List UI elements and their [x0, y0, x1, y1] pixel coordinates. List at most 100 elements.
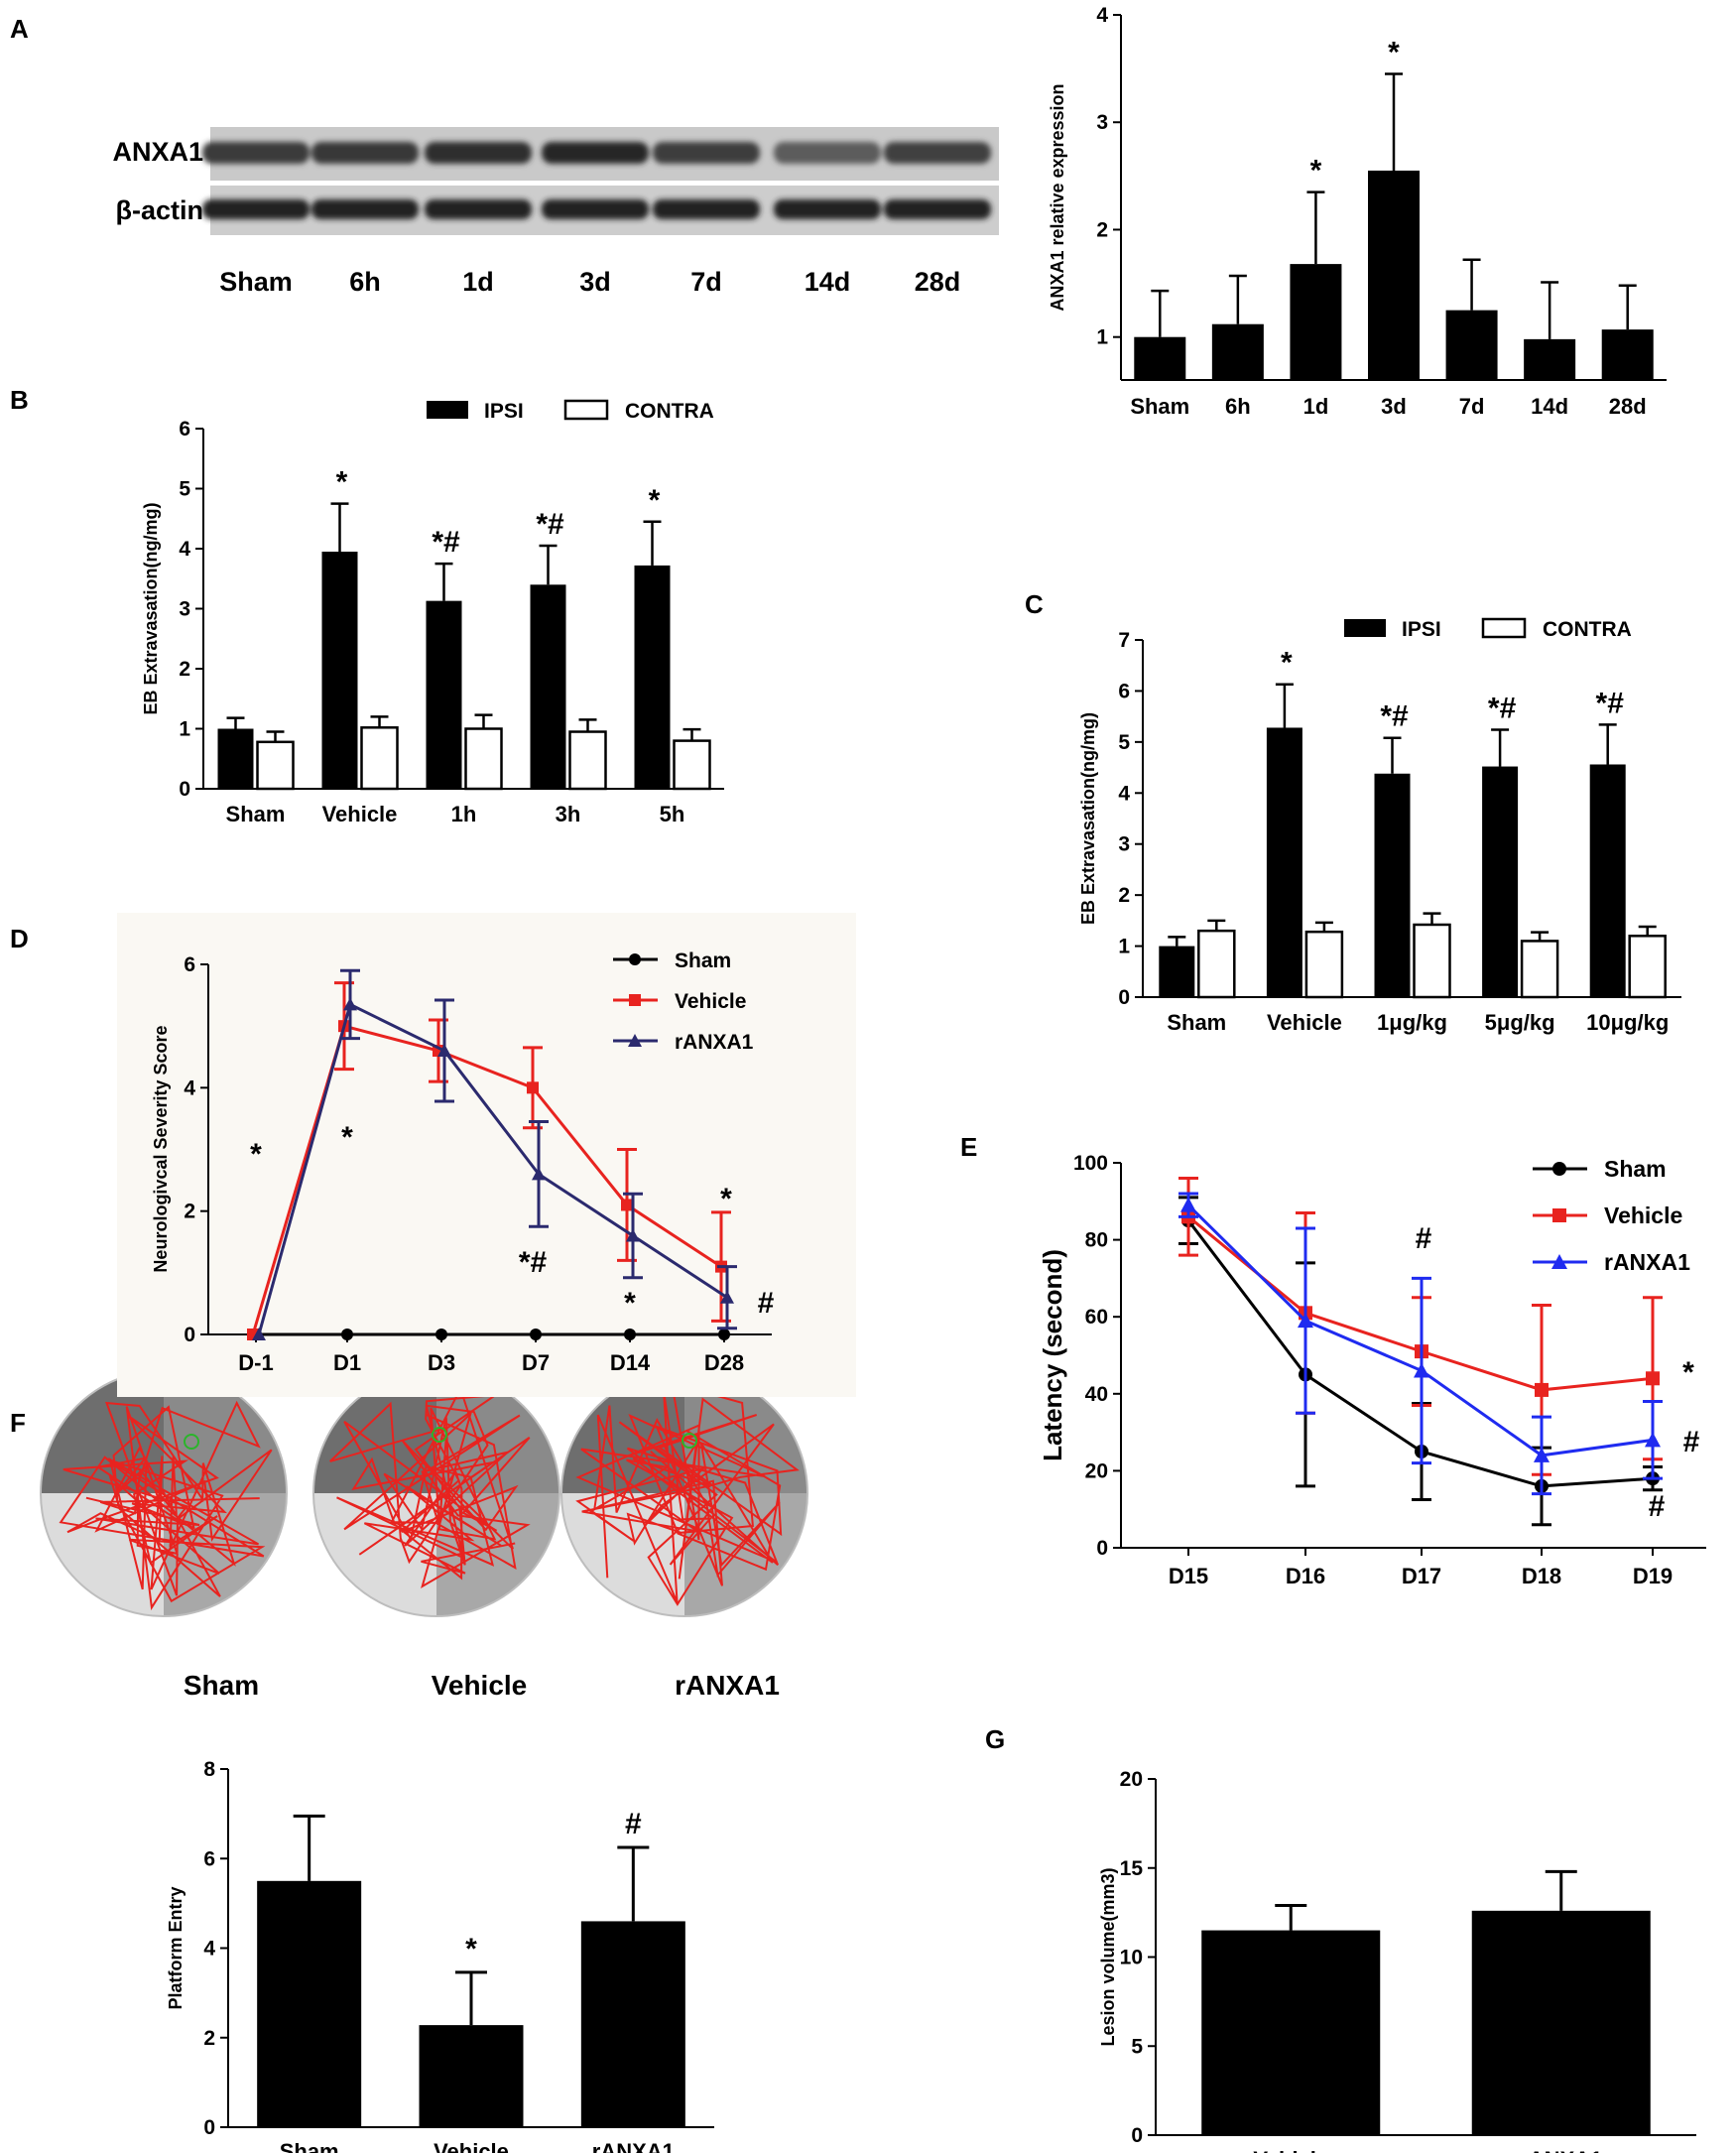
x-tick-label: rANXA1 [592, 2139, 675, 2153]
y-tick-label: 0 [184, 1324, 195, 1346]
bar-ipsi [530, 584, 566, 789]
panel-label-b: B [10, 385, 29, 415]
bar [1601, 329, 1654, 380]
annotation: * [649, 484, 661, 517]
bar-ipsi [1159, 946, 1195, 997]
legend-marker [1552, 1208, 1566, 1222]
bar [1445, 310, 1498, 380]
maze-track-ranxa1 [560, 1369, 808, 1617]
annotation: *# [1488, 693, 1517, 725]
blot-band-anxa1 [884, 142, 991, 164]
x-tick-label: 3d [1381, 394, 1407, 419]
y-tick-label: 4 [179, 538, 190, 561]
maze-track-sham [40, 1369, 288, 1617]
y-axis-label: EB Extravasation(ng/mg) [1078, 712, 1098, 925]
legend-label: rANXA1 [1604, 1249, 1690, 1275]
x-tick-label: Sham [1130, 394, 1189, 419]
bar [1524, 338, 1576, 380]
data-point [621, 1199, 633, 1211]
x-tick-label: Sham [1167, 1010, 1226, 1035]
y-tick-label: 15 [1120, 1857, 1144, 1880]
x-tick-label: 6h [1225, 394, 1251, 419]
platform-marker [432, 1427, 447, 1443]
x-tick-label: 3h [556, 802, 581, 826]
bar [1471, 1910, 1651, 2135]
chart-eb-extravasation-time: 0 1 2 3 4 5 6 Sham Vehicle * 1h *# 3h *# 5h * EB Extrava… [141, 399, 724, 826]
y-tick-label: 8 [203, 1758, 215, 1781]
x-tick-label: Vehicle [1267, 1010, 1342, 1035]
bar [1211, 323, 1264, 380]
legend-swatch-contra [563, 399, 609, 421]
blot-band-actin [542, 199, 649, 219]
legend-label: IPSI [1402, 618, 1441, 641]
annotation: *# [432, 526, 460, 559]
bar-ipsi [1266, 727, 1302, 997]
panel-label-d: D [10, 924, 29, 953]
y-tick-label: 0 [1131, 2124, 1143, 2147]
y-tick-label: 10 [1120, 1947, 1143, 1969]
y-tick-label: 6 [203, 1847, 215, 1870]
bar-ipsi [1482, 766, 1519, 997]
legend-swatch-ipsi [427, 401, 468, 419]
y-tick-label: 2 [179, 658, 190, 681]
y-tick-label: 2 [203, 2027, 215, 2050]
maze-label: Vehicle [432, 1670, 528, 1701]
chart-eb-extravasation-dose: 0 1 2 3 4 5 6 7 Sham Vehicle * 1μg/kg *# 5μg/kg *# 10μg… [1078, 617, 1681, 1035]
annotation: * [1388, 37, 1400, 69]
bar [419, 2025, 524, 2127]
x-tick-label: 1h [451, 802, 477, 826]
bar [580, 1921, 685, 2127]
y-tick-label: 60 [1085, 1306, 1108, 1329]
data-point [252, 1328, 266, 1340]
blot-lane-label: 28d [915, 267, 961, 297]
maze-label: Sham [184, 1670, 259, 1701]
legend-marker [1552, 1162, 1566, 1176]
legend-marker [1551, 1254, 1567, 1269]
blot-row-label-anxa1: ANXA1 [112, 137, 203, 167]
panel-label-c: C [1025, 589, 1044, 619]
x-tick-label: D1 [333, 1350, 361, 1375]
y-tick-label: 2 [1096, 218, 1108, 241]
x-tick-label: Sham [280, 2139, 339, 2153]
annotation: # [625, 1808, 642, 1840]
blot-band-anxa1 [653, 142, 760, 164]
annotation: *# [1380, 700, 1409, 733]
panel-label-a: A [10, 14, 29, 44]
annotation: # [1683, 1426, 1700, 1458]
y-tick-label: 0 [179, 778, 190, 801]
legend-label: CONTRA [1543, 618, 1632, 641]
data-point [532, 1167, 546, 1181]
x-tick-label: 14d [1531, 394, 1568, 419]
data-point [1298, 1313, 1313, 1329]
x-tick-label: 5h [660, 802, 685, 826]
annotation: * [336, 466, 348, 499]
data-point [624, 1329, 636, 1340]
blot-lane-label: 7d [690, 267, 722, 297]
blot-band-actin [202, 199, 310, 219]
y-tick-label: 3 [1118, 833, 1130, 856]
bar-contra [673, 739, 711, 791]
series-line [257, 1002, 728, 1335]
bar-contra [1197, 929, 1236, 999]
y-tick-label: 6 [1118, 680, 1130, 702]
x-tick-label: Vehicle [434, 2139, 509, 2153]
x-tick-label: D28 [704, 1350, 744, 1375]
x-tick-label: 5μg/kg [1485, 1010, 1555, 1035]
chart-lesion-volume: 0 5 10 15 20 Vehicle rANXA1 Lesion volume(mm3) [1098, 1768, 1696, 2153]
data-point [435, 1329, 447, 1340]
legend-marker [628, 1034, 642, 1047]
y-tick-label: 1 [179, 718, 190, 741]
y-axis-label: Lesion volume(mm3) [1098, 1867, 1118, 2046]
data-point [1646, 1371, 1660, 1386]
chart-escape-latency: 0 20 40 60 80 100 D15 D16 D17 D18 D19 # * # # Latency (… [1038, 1152, 1706, 1588]
x-tick-label: 7d [1459, 394, 1485, 419]
x-tick-label: D7 [522, 1350, 550, 1375]
legend-label: rANXA1 [675, 1031, 754, 1054]
y-tick-label: 6 [184, 953, 195, 976]
bar-ipsi [321, 552, 358, 789]
y-tick-label: 4 [1118, 782, 1130, 805]
blot-band-anxa1 [202, 142, 310, 164]
blot-lane-label: 3d [579, 267, 611, 297]
blot-band-actin [425, 199, 532, 219]
data-point [527, 1081, 539, 1094]
